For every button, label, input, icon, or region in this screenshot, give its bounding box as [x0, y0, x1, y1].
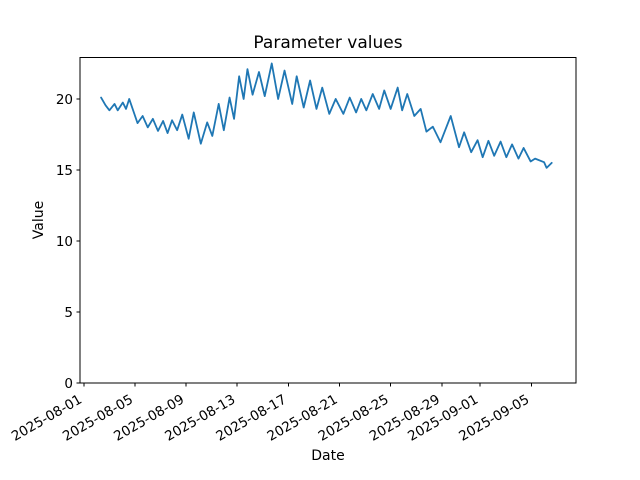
- chart-title: Parameter values: [253, 33, 403, 53]
- y-axis-label: Value: [31, 200, 47, 240]
- plot-border: [79, 57, 577, 384]
- y-tick-label: 10: [56, 234, 73, 250]
- y-tick-label: 20: [56, 92, 73, 108]
- y-tick-label: 0: [64, 376, 73, 392]
- x-axis-label: Date: [311, 448, 345, 464]
- y-tick-label: 5: [64, 305, 73, 321]
- y-tick-label: 15: [56, 163, 73, 179]
- data-line: [100, 62, 553, 169]
